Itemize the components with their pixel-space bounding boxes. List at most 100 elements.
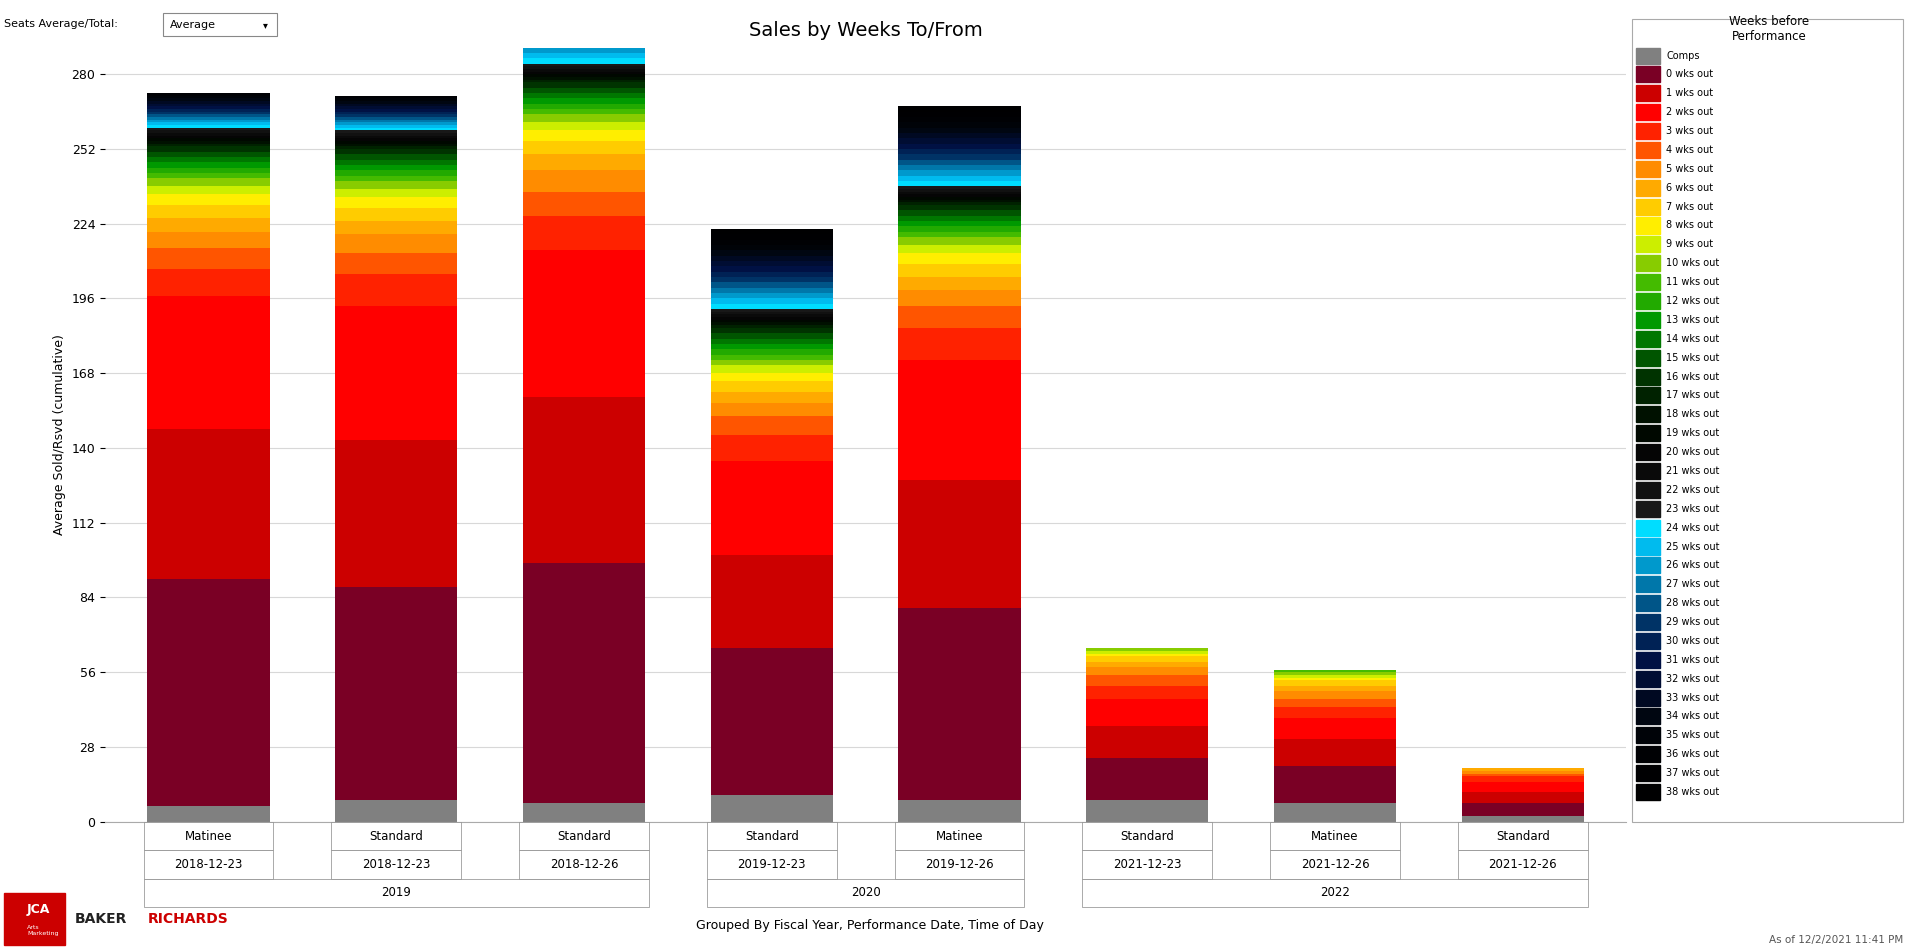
- Bar: [712, 256, 832, 261]
- Bar: [335, 139, 457, 141]
- Text: Matinee: Matinee: [1310, 829, 1358, 843]
- Bar: [1274, 766, 1396, 803]
- Bar: [147, 106, 270, 109]
- Bar: [522, 216, 645, 251]
- Bar: [147, 195, 270, 205]
- Bar: [147, 104, 270, 106]
- Bar: [335, 130, 457, 133]
- Bar: [335, 253, 457, 275]
- Bar: [712, 373, 832, 381]
- Bar: [899, 160, 1020, 165]
- Bar: [712, 403, 832, 416]
- Bar: [1274, 691, 1396, 699]
- Bar: [335, 176, 457, 181]
- Bar: [335, 123, 457, 124]
- Bar: [522, 28, 645, 31]
- Bar: [147, 146, 270, 152]
- Bar: [522, 98, 645, 104]
- Text: Average: Average: [170, 20, 216, 29]
- Text: RICHARDS: RICHARDS: [147, 912, 228, 926]
- Text: 34 wks out: 34 wks out: [1666, 712, 1720, 721]
- Bar: [899, 801, 1020, 822]
- Y-axis label: Average Sold/Rsvd (cumulative): Average Sold/Rsvd (cumulative): [54, 334, 67, 535]
- Text: Standard: Standard: [744, 829, 800, 843]
- Bar: [712, 333, 832, 338]
- Bar: [712, 312, 832, 314]
- Bar: [1087, 674, 1209, 686]
- Bar: [335, 189, 457, 197]
- Bar: [522, 114, 645, 123]
- Bar: [147, 133, 270, 136]
- Bar: [1462, 816, 1584, 822]
- Bar: [335, 235, 457, 253]
- Bar: [899, 210, 1020, 216]
- Bar: [1462, 769, 1584, 771]
- Bar: [335, 124, 457, 127]
- Bar: [147, 111, 270, 114]
- Bar: [522, 24, 645, 27]
- Text: 31 wks out: 31 wks out: [1666, 655, 1720, 665]
- Text: 13 wks out: 13 wks out: [1666, 314, 1720, 325]
- Text: 7 wks out: 7 wks out: [1666, 201, 1714, 212]
- Bar: [522, 130, 645, 141]
- Bar: [335, 141, 457, 143]
- Text: 2 wks out: 2 wks out: [1666, 107, 1714, 117]
- Bar: [1462, 771, 1584, 773]
- Bar: [712, 277, 832, 282]
- Bar: [522, 34, 645, 37]
- Bar: [147, 186, 270, 195]
- Bar: [899, 192, 1020, 195]
- Text: 2021-12-26: 2021-12-26: [1488, 858, 1557, 871]
- Bar: [335, 149, 457, 154]
- Bar: [522, 93, 645, 98]
- Bar: [522, 71, 645, 74]
- Bar: [712, 344, 832, 350]
- Text: 22 wks out: 22 wks out: [1666, 484, 1720, 495]
- Text: 36 wks out: 36 wks out: [1666, 750, 1720, 759]
- Bar: [147, 152, 270, 157]
- Bar: [147, 139, 270, 141]
- Bar: [712, 392, 832, 403]
- Bar: [147, 101, 270, 104]
- Bar: [712, 239, 832, 245]
- Text: 21 wks out: 21 wks out: [1666, 466, 1720, 476]
- Bar: [147, 429, 270, 579]
- Bar: [522, 42, 645, 45]
- Bar: [899, 226, 1020, 232]
- Text: 2022: 2022: [1320, 886, 1351, 900]
- Bar: [522, 109, 645, 114]
- Bar: [712, 795, 832, 822]
- Bar: [522, 104, 645, 109]
- Text: 18 wks out: 18 wks out: [1666, 409, 1720, 419]
- Bar: [1087, 801, 1209, 822]
- Text: 3 wks out: 3 wks out: [1666, 126, 1714, 136]
- Bar: [899, 106, 1020, 111]
- Bar: [335, 136, 457, 139]
- Bar: [1087, 686, 1209, 699]
- Bar: [147, 114, 270, 117]
- Bar: [147, 143, 270, 146]
- Bar: [335, 587, 457, 801]
- Bar: [522, 31, 645, 34]
- Bar: [147, 806, 270, 822]
- Bar: [1274, 707, 1396, 717]
- Bar: [899, 221, 1020, 226]
- Bar: [712, 288, 832, 294]
- Bar: [335, 133, 457, 136]
- Text: 2018-12-26: 2018-12-26: [549, 858, 618, 871]
- Bar: [712, 304, 832, 309]
- Text: 11 wks out: 11 wks out: [1666, 277, 1720, 287]
- Bar: [147, 130, 270, 133]
- Bar: [335, 96, 457, 98]
- Bar: [335, 98, 457, 101]
- Bar: [335, 165, 457, 170]
- Bar: [899, 139, 1020, 143]
- Bar: [899, 232, 1020, 238]
- Bar: [147, 124, 270, 127]
- Bar: [335, 104, 457, 106]
- Text: 28 wks out: 28 wks out: [1666, 598, 1720, 608]
- Bar: [522, 83, 645, 87]
- Bar: [899, 608, 1020, 801]
- Bar: [147, 127, 270, 130]
- Bar: [712, 338, 832, 344]
